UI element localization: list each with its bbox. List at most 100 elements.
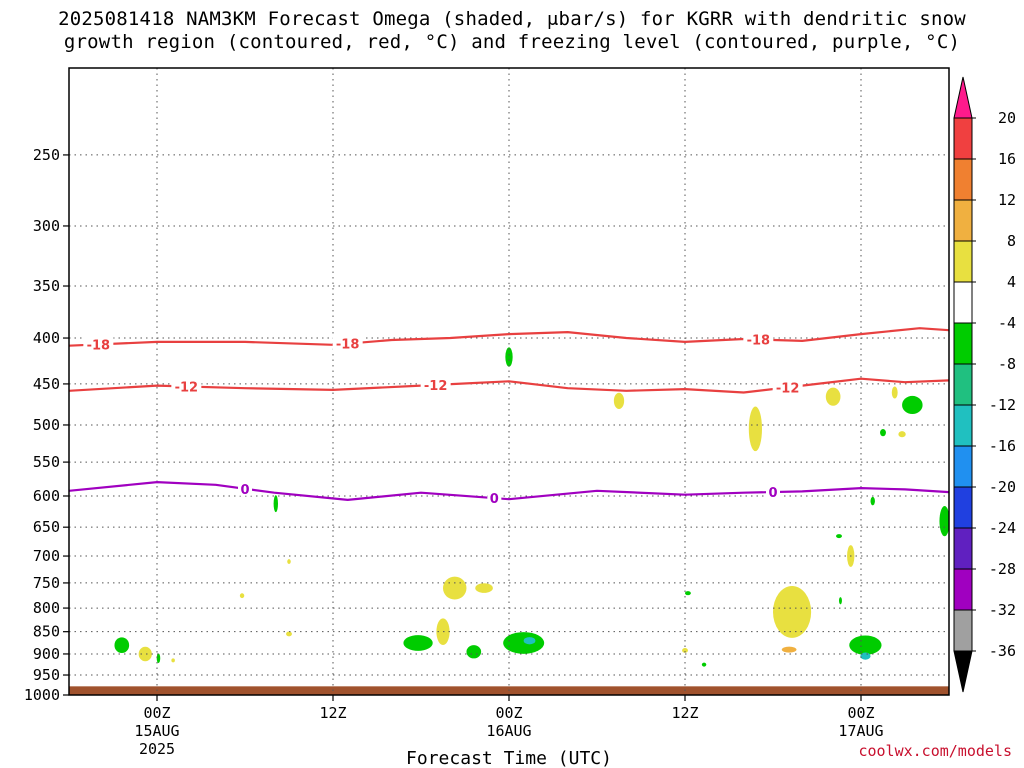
- y-tick-label: 600: [33, 487, 60, 505]
- contour-label--18: -18: [336, 338, 360, 353]
- colorbar-band-3: [953, 240, 973, 283]
- contour-label-bg-0-0: [83, 337, 114, 352]
- colorbar-tick-label: -24: [989, 519, 1016, 537]
- omega-region-17: [138, 646, 152, 662]
- omega-region-2: [891, 386, 898, 399]
- credit-text: coolwx.com/models: [858, 742, 1012, 760]
- omega-region-11: [443, 576, 467, 600]
- contour-label-bg-0-1: [332, 336, 363, 351]
- contour-label-bg-2-0: [238, 481, 252, 496]
- colorbar-band-0: [953, 117, 973, 160]
- y-tick-label: 800: [33, 599, 60, 617]
- y-tick-label: 900: [33, 645, 60, 663]
- omega-region-0: [613, 392, 625, 410]
- contour-line--18: [69, 327, 949, 347]
- contour-label--18: -18: [87, 338, 111, 353]
- omega-region-26: [682, 648, 688, 653]
- y-tick-label: 750: [33, 574, 60, 592]
- omega-region-33: [849, 635, 882, 655]
- omega-region-28: [773, 585, 812, 638]
- x-tick-date: 16AUG: [486, 722, 531, 740]
- colorbar-band-1: [953, 158, 973, 201]
- omega-region-30: [836, 534, 842, 539]
- contour-label-0: 0: [768, 486, 777, 501]
- y-tick-label: 450: [33, 375, 60, 393]
- contour-label--12: -12: [776, 381, 800, 396]
- x-tick-label: 00Z: [847, 704, 874, 722]
- omega-region-4: [902, 395, 923, 415]
- y-tick-label: 650: [33, 518, 60, 536]
- y-tick-label: 850: [33, 623, 60, 641]
- omega-region-9: [273, 495, 278, 513]
- colorbar-tick-label: -8: [998, 355, 1016, 373]
- colorbar-top-triangle: [953, 76, 973, 119]
- omega-region-27: [701, 662, 707, 667]
- colorbar-tick-label: -32: [989, 601, 1016, 619]
- contour-label--12: -12: [175, 381, 199, 396]
- colorbar-band-6: [953, 363, 973, 406]
- colorbar-band-8: [953, 445, 973, 488]
- colorbar-band-10: [953, 527, 973, 570]
- y-tick-label: 300: [33, 217, 60, 235]
- contour-label-0: 0: [490, 492, 499, 507]
- colorbar-tick-label: -36: [989, 642, 1016, 660]
- x-axis-label: Forecast Time (UTC): [406, 748, 612, 768]
- colorbar-bottom-triangle: [953, 650, 973, 693]
- omega-region-15: [286, 631, 292, 637]
- colorbar-band-11: [953, 568, 973, 611]
- contour-label-bg-1-2: [772, 380, 803, 395]
- omega-region-19: [171, 658, 175, 663]
- omega-region-29: [781, 646, 797, 653]
- omega-region-25: [685, 591, 691, 596]
- omega-region-22: [466, 645, 482, 659]
- contour-line-0: [69, 481, 949, 501]
- omega-region-6: [748, 406, 763, 452]
- omega-region-12: [475, 583, 493, 593]
- omega-region-24: [523, 637, 536, 645]
- x-tick-label: 00Z: [143, 704, 170, 722]
- contour-label-0: 0: [240, 483, 249, 498]
- x-tick-date: 15AUG: [134, 722, 179, 740]
- omega-region-10: [939, 506, 949, 537]
- omega-region-1: [825, 387, 841, 406]
- colorbar-tick-label: 16: [998, 150, 1016, 168]
- omega-region-8: [870, 496, 875, 506]
- y-tick-label: 700: [33, 547, 60, 565]
- omega-region-23: [503, 632, 545, 654]
- colorbar-tick-label: 12: [998, 191, 1016, 209]
- y-tick-label: 500: [33, 416, 60, 434]
- contour-label-bg-2-1: [487, 491, 502, 506]
- x-tick-year: 2025: [139, 740, 175, 758]
- colorbar-tick-label: -4: [998, 314, 1016, 332]
- x-tick-label: 12Z: [671, 704, 698, 722]
- contour-label--12: -12: [424, 379, 448, 394]
- colorbar-tick-label: -28: [989, 560, 1016, 578]
- omega-region-5: [505, 347, 513, 367]
- y-tick-label: 400: [33, 329, 60, 347]
- omega-region-18: [156, 653, 161, 664]
- chart-title-line-1: 2025081418 NAM3KM Forecast Omega (shaded…: [58, 8, 966, 30]
- contour-label-bg-0-2: [743, 332, 774, 347]
- colorbar-tick-label: -16: [989, 437, 1016, 455]
- x-tick-label: 00Z: [495, 704, 522, 722]
- colorbar-band-9: [953, 486, 973, 529]
- omega-region-7: [880, 429, 886, 437]
- y-tick-label: 950: [33, 666, 60, 684]
- contour-line--12: [69, 377, 949, 394]
- chart-title-line-2: growth region (contoured, red, °C) and f…: [63, 31, 961, 53]
- x-tick-label: 12Z: [319, 704, 346, 722]
- omega-region-14: [239, 593, 245, 599]
- omega-region-3: [898, 431, 906, 438]
- colorbar-tick-label: 4: [1007, 273, 1016, 291]
- y-tick-label: 550: [33, 453, 60, 471]
- omega-region-13: [287, 559, 291, 564]
- omega-region-16: [114, 637, 130, 654]
- colorbar-tick-label: -12: [989, 396, 1016, 414]
- colorbar-band-2: [953, 199, 973, 242]
- colorbar-band-12: [953, 609, 973, 652]
- colorbar-tick-label: 8: [1007, 232, 1016, 250]
- omega-region-32: [839, 597, 842, 605]
- colorbar-tick-label: 20: [998, 109, 1016, 127]
- y-tick-label: 250: [33, 146, 60, 164]
